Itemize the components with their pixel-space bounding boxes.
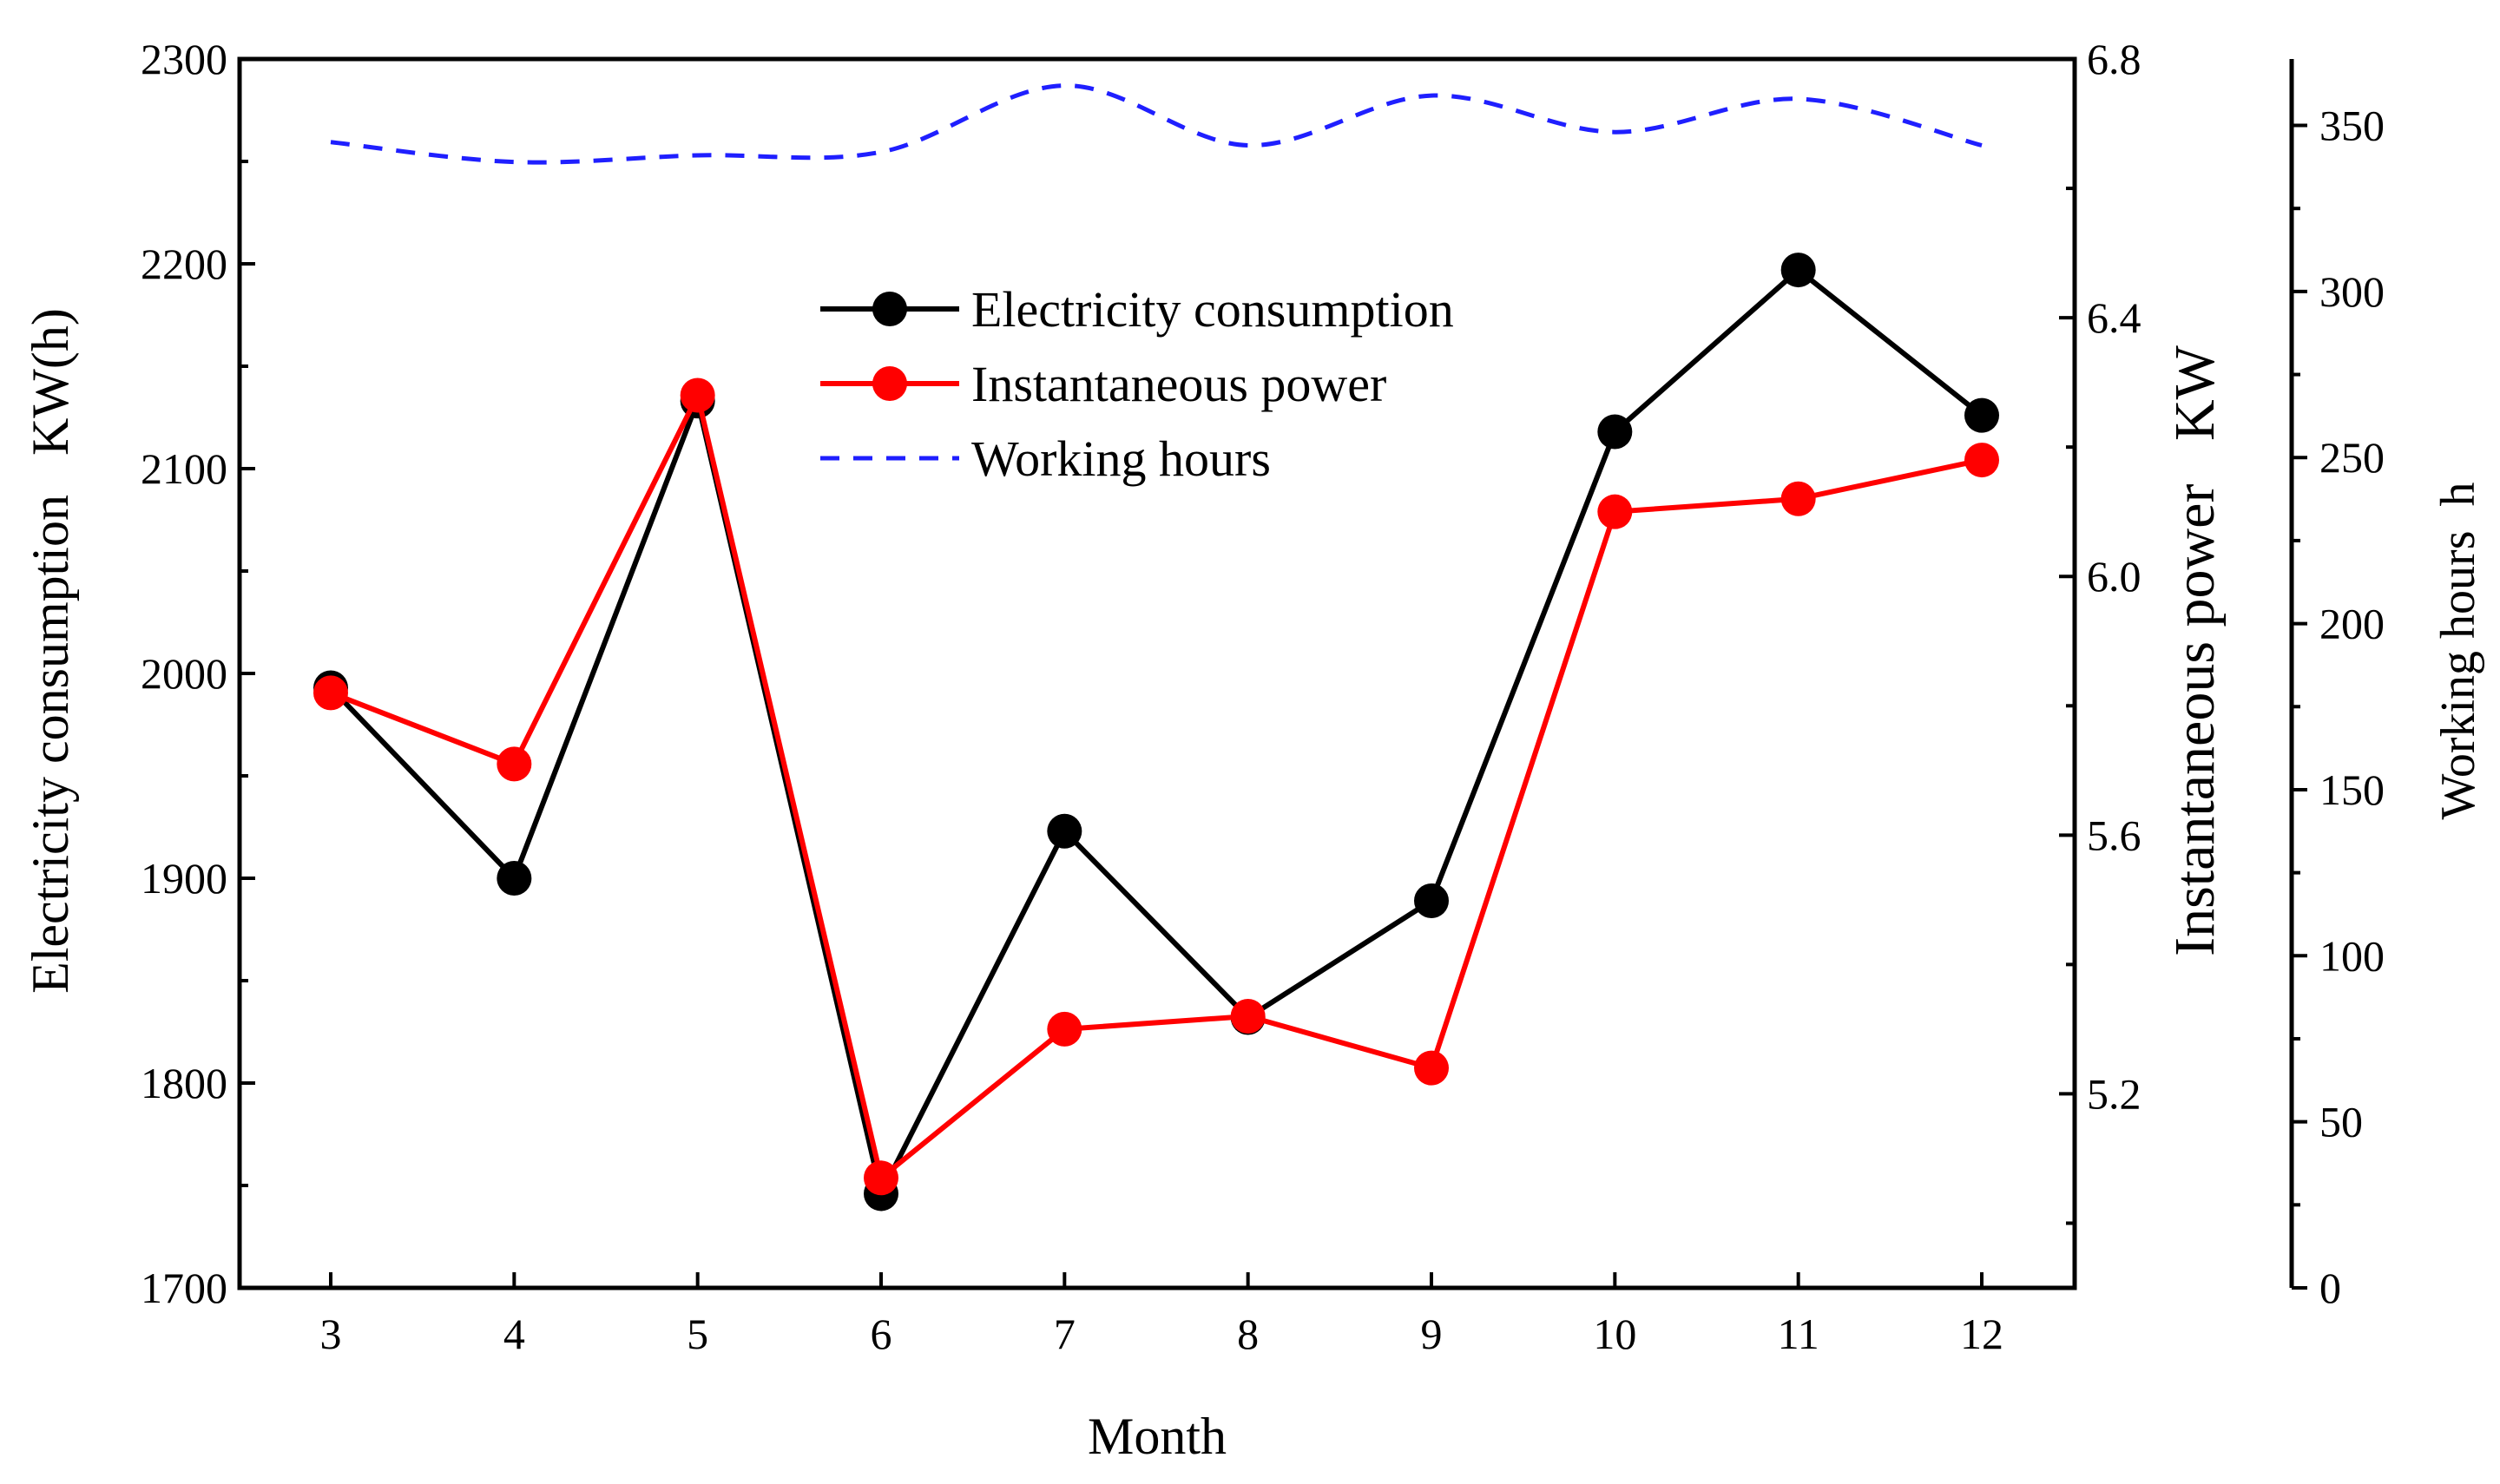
series-group	[313, 83, 1999, 1211]
x-tick-label: 10	[1593, 1310, 1636, 1358]
series-line	[328, 266, 1984, 1202]
right-axis: 5.2 5.6 6.0 6.4 6.8	[2059, 35, 2141, 1225]
left-axis: 1700 1800 1900 2000 2100 2200 2300	[141, 35, 255, 1312]
right2-tick-label: 150	[2319, 765, 2385, 814]
legend-marker	[872, 366, 907, 401]
legend-item: Electricity consumption	[820, 281, 1454, 338]
right2-axis-title: Working hours h	[2431, 482, 2485, 819]
x-tick-label: 3	[320, 1310, 342, 1358]
data-point	[497, 746, 532, 782]
legend-label: Working hours	[971, 430, 1271, 487]
data-point	[1414, 883, 1449, 918]
data-point	[1780, 481, 1816, 516]
right-tick-label: 5.2	[2087, 1069, 2141, 1118]
x-tick-label: 8	[1237, 1310, 1259, 1358]
data-point	[497, 861, 532, 896]
right2-axis: 0 50 100 150 200 250 300 350	[2289, 59, 2385, 1312]
data-point	[1964, 443, 1999, 478]
x-tick-label: 7	[1054, 1310, 1076, 1358]
data-point	[1047, 813, 1082, 849]
left-axis-title: Electricity consumption KW(h)	[22, 308, 79, 994]
data-point	[1230, 998, 1266, 1034]
x-axis-title: Month	[1088, 1408, 1227, 1465]
right-tick-label: 6.8	[2087, 35, 2141, 83]
right-axis-title: Instantaneous power KW	[2163, 345, 2227, 956]
left-tick-label: 2000	[141, 649, 227, 698]
left-tick-label: 1900	[141, 854, 227, 903]
legend-marker	[872, 292, 907, 326]
x-tick-label: 11	[1778, 1310, 1819, 1358]
legend: Electricity consumption Instantaneous pow…	[820, 281, 1454, 487]
x-axis: 3 4 5 6 7 8 9 10 11 12	[320, 1272, 2003, 1358]
data-point	[1780, 253, 1816, 288]
right-tick-label: 5.6	[2087, 811, 2141, 859]
x-tick-label: 5	[687, 1310, 708, 1358]
series-instantaneous-power	[313, 378, 1999, 1196]
x-tick-label: 4	[503, 1310, 525, 1358]
plot-frame	[237, 56, 2077, 1290]
right-tick-label: 6.4	[2087, 293, 2141, 342]
working-hours-line	[330, 83, 1983, 165]
right2-tick-label: 50	[2319, 1098, 2363, 1146]
legend-label: Electricity consumption	[971, 281, 1454, 338]
right2-tick-label: 200	[2319, 600, 2385, 648]
plot-border	[237, 56, 2077, 1290]
x-tick-label: 6	[871, 1310, 892, 1358]
left-tick-label: 1800	[141, 1059, 227, 1107]
data-point	[1414, 1050, 1449, 1086]
data-point	[864, 1160, 898, 1196]
x-tick-label: 12	[1960, 1310, 2003, 1358]
legend-label: Instantaneous power	[971, 356, 1386, 412]
left-tick-label: 1700	[141, 1264, 227, 1312]
right2-tick-label: 300	[2319, 267, 2385, 316]
x-tick-label: 9	[1421, 1310, 1443, 1358]
data-point	[1964, 397, 1999, 433]
legend-item: Instantaneous power	[820, 356, 1386, 412]
data-point	[680, 378, 715, 413]
series-working-hours	[330, 83, 1983, 165]
data-point	[1597, 414, 1633, 450]
data-point	[313, 675, 348, 711]
right2-tick-label: 250	[2319, 433, 2385, 482]
right-tick-label: 6.0	[2087, 552, 2141, 601]
left-tick-label: 2200	[141, 240, 227, 288]
data-point	[1597, 494, 1633, 529]
legend-item: Working hours	[820, 430, 1271, 487]
right2-tick-label: 100	[2319, 931, 2385, 980]
left-tick-label: 2300	[141, 35, 227, 83]
left-tick-label: 2100	[141, 444, 227, 493]
right2-tick-label: 0	[2319, 1264, 2341, 1312]
series-line	[329, 387, 1983, 1183]
right2-tick-label: 350	[2319, 102, 2385, 150]
data-point	[1047, 1011, 1082, 1047]
